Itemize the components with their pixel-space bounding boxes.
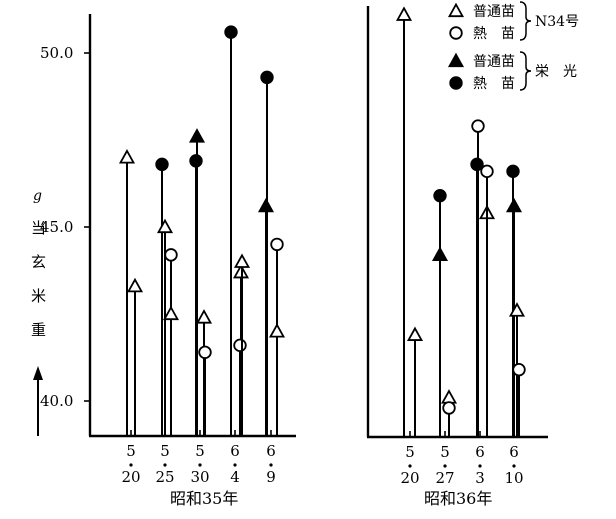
legend-marker xyxy=(449,76,463,90)
x-tick-separator xyxy=(408,464,412,468)
data-point xyxy=(268,323,286,338)
x-tick-label-day: 9 xyxy=(266,468,276,486)
data-point xyxy=(198,345,212,359)
data-point xyxy=(406,326,424,341)
chart-marks: 5 20 5 25 5 30 6 4 6 9 5 20 5 27 6 3 6 10 xyxy=(118,6,526,487)
data-point xyxy=(118,149,136,164)
data-point xyxy=(512,362,526,377)
legend-brace xyxy=(519,51,532,91)
panel-0-marks: 5 20 5 25 5 30 6 4 6 9 xyxy=(118,25,286,486)
legend-marker xyxy=(447,2,465,18)
y-tick-label-40: 40.0 xyxy=(40,392,73,410)
x-tick-label-day: 10 xyxy=(504,469,523,487)
left-panel-x-label: 昭和35年 xyxy=(170,489,238,508)
x-tick-label-day: 3 xyxy=(475,469,485,487)
y-tick-label-45: 45.0 xyxy=(40,218,73,236)
legend-item-label: 普通苗 xyxy=(473,4,515,20)
x-tick-label-month: 5 xyxy=(405,443,415,461)
data-point xyxy=(505,197,523,213)
data-point xyxy=(506,164,520,179)
x-tick-label-day: 20 xyxy=(400,469,419,487)
x-tick-label-month: 6 xyxy=(266,442,276,460)
y-tick-label-50: 50.0 xyxy=(40,44,73,62)
data-point xyxy=(233,338,247,353)
data-point xyxy=(164,248,178,262)
data-point xyxy=(224,25,238,39)
legend-item-label: 熱 苗 xyxy=(473,26,515,42)
data-point xyxy=(471,119,485,133)
x-tick-separator xyxy=(269,463,273,467)
legend-brace xyxy=(519,1,532,41)
data-point xyxy=(431,246,449,261)
data-point xyxy=(480,164,494,179)
x-tick-label-month: 5 xyxy=(195,442,205,460)
right-panel-x-label: 昭和36年 xyxy=(424,489,492,508)
data-point xyxy=(233,253,251,268)
legend-group-label: N34号 xyxy=(535,14,579,30)
data-point xyxy=(156,218,174,234)
y-axis-unit: g xyxy=(33,188,42,204)
x-tick-separator xyxy=(443,464,447,468)
data-point xyxy=(270,237,284,252)
x-tick-label-month: 5 xyxy=(440,443,450,461)
panel-1-marks: 5 20 5 27 6 3 6 10 xyxy=(395,6,526,487)
legend-item-label: 熱 苗 xyxy=(473,76,515,92)
legend-group-label: 栄 光 xyxy=(535,64,577,80)
data-point xyxy=(433,188,447,203)
x-tick-label-day: 20 xyxy=(121,468,140,486)
y-axis-title-char: 重 xyxy=(31,321,46,339)
x-tick-label-day: 30 xyxy=(190,468,209,486)
x-tick-separator xyxy=(233,463,237,467)
data-point xyxy=(188,128,206,143)
data-point xyxy=(126,277,144,293)
x-tick-label-day: 27 xyxy=(435,469,454,487)
x-tick-label-month: 5 xyxy=(126,442,136,460)
legend-item-label: 普通苗 xyxy=(473,54,515,70)
x-tick-separator xyxy=(512,464,516,468)
x-tick-separator xyxy=(163,463,167,467)
data-point xyxy=(508,302,526,317)
x-tick-label-month: 6 xyxy=(475,443,485,461)
legend-marker xyxy=(447,52,465,68)
data-point xyxy=(155,157,169,172)
data-point xyxy=(440,389,458,404)
data-point xyxy=(395,6,413,21)
y-axis-title-char: 玄 xyxy=(31,253,46,271)
data-point xyxy=(162,305,180,321)
x-tick-separator xyxy=(129,463,133,467)
data-point xyxy=(442,401,456,415)
x-tick-label-month: 6 xyxy=(509,443,519,461)
data-point xyxy=(260,70,274,85)
data-point xyxy=(257,197,275,213)
data-point xyxy=(470,157,484,172)
x-tick-separator xyxy=(478,464,482,468)
y-axis-title-char: 当 xyxy=(31,219,46,237)
x-tick-label-month: 5 xyxy=(160,442,170,460)
y-axis-title-char: 米 xyxy=(31,287,46,305)
legend-marker xyxy=(449,26,463,40)
data-point xyxy=(189,154,203,168)
x-tick-separator xyxy=(198,463,202,467)
x-tick-label-day: 4 xyxy=(230,468,240,486)
x-tick-label-month: 6 xyxy=(230,442,240,460)
data-point xyxy=(195,309,213,324)
y-axis-title-arrow-head xyxy=(33,366,43,380)
x-tick-label-day: 25 xyxy=(155,468,174,486)
